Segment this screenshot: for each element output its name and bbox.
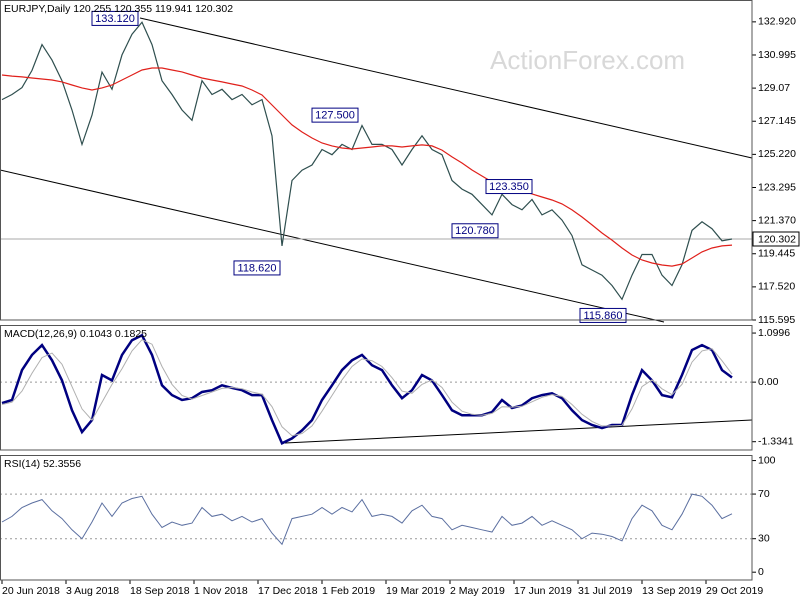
annotation-box — [579, 307, 627, 323]
panel-title: RSI(14) 52.3556 — [4, 458, 81, 470]
y-tick-label: 132.920 — [758, 16, 796, 28]
x-tick-label: 29 Oct 2019 — [706, 585, 763, 597]
annotation-label: 127.500 — [315, 110, 355, 122]
current-price-box — [752, 231, 800, 247]
y-tick-label: 130.995 — [758, 49, 796, 61]
y-tick-label: 129.07 — [758, 82, 790, 94]
y-tick-label: 119.445 — [758, 248, 795, 260]
x-tick-label: 31 Jul 2019 — [578, 585, 632, 597]
y-tick-label: 30 — [758, 532, 770, 544]
series-line — [1, 67, 733, 267]
x-tick-label: 1 Nov 2018 — [194, 585, 248, 597]
annotation-label: 133.120 — [95, 13, 135, 25]
y-tick-label: 1.0996 — [758, 327, 790, 339]
annotation-box — [311, 107, 359, 123]
x-tick-label: 13 Sep 2019 — [642, 585, 702, 597]
x-tick-label: 18 Sep 2018 — [130, 585, 190, 597]
y-tick-label: 115.595 — [758, 314, 795, 326]
annotation-label: 118.620 — [238, 262, 277, 274]
y-tick-label: -1.3341 — [758, 435, 794, 447]
x-tick-label: 19 Mar 2019 — [386, 585, 445, 597]
current-price-label: 120.302 — [758, 233, 796, 245]
x-tick-label: 2 May 2019 — [450, 585, 505, 597]
panel-frame — [0, 0, 753, 321]
annotation-box — [233, 260, 281, 276]
y-tick-label: 100 — [758, 454, 776, 466]
y-tick-label: 0.00 — [758, 376, 779, 388]
series-line — [1, 21, 733, 301]
y-tick-label: 70 — [758, 488, 770, 500]
x-tick-label: 1 Feb 2019 — [322, 585, 375, 597]
annotation-box — [451, 223, 499, 239]
annotation-label: 123.350 — [489, 181, 529, 193]
channel-upper — [139, 17, 753, 159]
macd-trendline — [284, 419, 753, 444]
x-tick-label: 3 Aug 2018 — [66, 585, 119, 597]
y-tick-label: 125.220 — [758, 148, 796, 160]
x-tick-label: 17 Dec 2018 — [258, 585, 318, 597]
x-tick-label: 17 Jun 2019 — [514, 585, 572, 597]
y-tick-label: 127.145 — [758, 115, 796, 127]
y-tick-label: 121.370 — [758, 214, 796, 226]
series-line — [1, 493, 733, 546]
panel-frame — [0, 325, 753, 451]
y-tick-label: 0 — [758, 566, 764, 578]
panel-frame — [0, 455, 753, 581]
y-tick-label: 117.520 — [758, 281, 795, 293]
watermark: ActionForex.com — [490, 45, 685, 75]
channel-lower — [0, 169, 665, 323]
annotation-label: 115.860 — [584, 310, 623, 322]
panel-title: EURJPY,Daily 120.255 120.355 119.941 120… — [4, 3, 233, 15]
x-tick-label: 20 Jun 2018 — [2, 585, 60, 597]
y-tick-label: 123.295 — [758, 181, 796, 193]
annotation-label: 120.780 — [455, 225, 495, 237]
panel-title: MACD(12,26,9) 0.1043 0.1825 — [4, 328, 147, 340]
series-line — [1, 339, 733, 437]
annotation-box — [91, 10, 139, 26]
annotation-box — [485, 179, 533, 195]
